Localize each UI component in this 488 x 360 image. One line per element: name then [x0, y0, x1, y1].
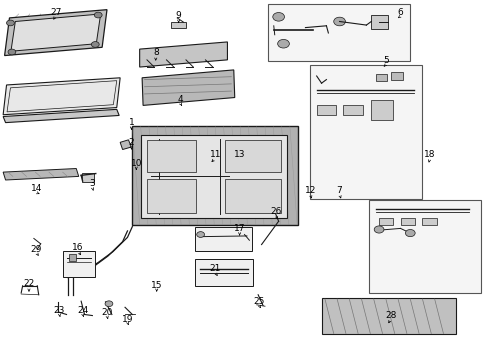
- Circle shape: [277, 40, 289, 48]
- Text: 19: 19: [122, 315, 133, 324]
- Bar: [316, 105, 335, 116]
- Text: 25: 25: [253, 297, 264, 306]
- Text: 20: 20: [101, 308, 112, 317]
- Bar: [370, 15, 387, 30]
- Bar: [310, 64, 422, 199]
- Circle shape: [373, 226, 383, 233]
- Bar: [224, 179, 281, 213]
- Text: 29: 29: [31, 245, 42, 254]
- Text: 17: 17: [233, 224, 245, 233]
- Polygon shape: [120, 140, 131, 149]
- Polygon shape: [140, 42, 227, 67]
- Text: 13: 13: [233, 150, 245, 159]
- Polygon shape: [3, 78, 120, 115]
- Bar: [400, 218, 414, 225]
- Circle shape: [6, 20, 14, 26]
- Polygon shape: [3, 168, 79, 180]
- Bar: [375, 74, 386, 81]
- Bar: [147, 140, 195, 172]
- Text: 27: 27: [50, 8, 61, 17]
- Text: 12: 12: [304, 186, 315, 195]
- Text: 21: 21: [209, 265, 221, 274]
- Bar: [63, 251, 95, 277]
- Circle shape: [333, 17, 345, 26]
- Text: 22: 22: [23, 279, 35, 288]
- Text: 8: 8: [153, 48, 158, 57]
- Text: 9: 9: [176, 11, 181, 20]
- Circle shape: [8, 49, 16, 55]
- Text: 3: 3: [89, 179, 95, 188]
- Text: 18: 18: [423, 150, 435, 159]
- Bar: [141, 135, 287, 218]
- Bar: [368, 200, 480, 293]
- Bar: [171, 22, 185, 28]
- Bar: [224, 140, 281, 172]
- Bar: [194, 226, 252, 251]
- Circle shape: [272, 13, 284, 21]
- Text: 1: 1: [128, 118, 134, 127]
- Text: 7: 7: [336, 186, 342, 195]
- Circle shape: [196, 231, 204, 237]
- Polygon shape: [4, 10, 107, 55]
- Bar: [390, 72, 402, 80]
- Text: 11: 11: [209, 150, 221, 159]
- Polygon shape: [142, 70, 234, 105]
- Circle shape: [91, 41, 99, 47]
- Text: 24: 24: [77, 306, 88, 315]
- Bar: [343, 105, 362, 116]
- Bar: [370, 100, 392, 120]
- Text: 28: 28: [385, 311, 396, 320]
- Bar: [147, 179, 195, 213]
- Bar: [422, 218, 436, 225]
- Text: 14: 14: [31, 184, 42, 193]
- Bar: [378, 218, 392, 225]
- Text: 2: 2: [128, 138, 134, 147]
- Polygon shape: [3, 109, 119, 123]
- Circle shape: [94, 12, 102, 18]
- Text: 23: 23: [53, 306, 65, 315]
- Text: 26: 26: [270, 207, 281, 216]
- Bar: [82, 173, 94, 182]
- Circle shape: [105, 301, 113, 307]
- Text: 15: 15: [151, 280, 162, 289]
- Bar: [132, 126, 298, 225]
- Text: 16: 16: [72, 243, 83, 252]
- Text: 5: 5: [382, 57, 388, 66]
- Circle shape: [405, 229, 414, 237]
- Bar: [321, 298, 455, 334]
- Text: 6: 6: [397, 8, 403, 17]
- Text: 4: 4: [177, 95, 183, 104]
- Bar: [267, 4, 409, 61]
- Polygon shape: [11, 14, 101, 51]
- Text: 10: 10: [130, 159, 142, 168]
- Bar: [194, 259, 253, 286]
- Bar: [69, 253, 76, 261]
